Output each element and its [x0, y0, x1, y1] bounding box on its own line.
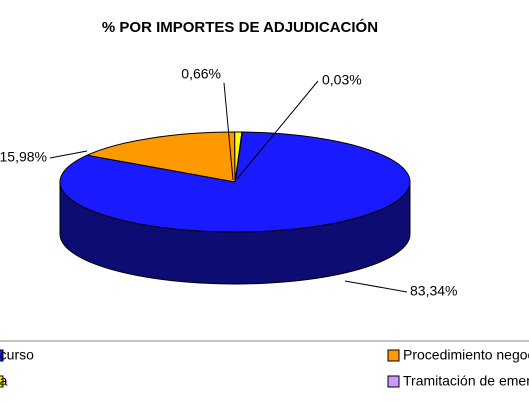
- pie-slice: [234, 131, 243, 183]
- legend-swatch: [387, 349, 400, 362]
- data-label: 83,34%: [410, 283, 457, 299]
- leader-line: [236, 80, 319, 180]
- legend-label: Procedimiento negociado: [403, 347, 529, 363]
- legend-label: Subasta: [0, 373, 8, 389]
- pie-slice: [85, 131, 236, 183]
- legend-swatch: [0, 349, 4, 362]
- leader-line: [49, 150, 88, 159]
- legend-label: Concurso: [0, 347, 34, 363]
- chart-title: % POR IMPORTES DE ADJUDICACIÓN: [102, 18, 378, 36]
- legend-label: Tramitación de emergencia: [403, 373, 529, 389]
- leader-line: [223, 82, 234, 181]
- legend-swatch: [0, 375, 4, 388]
- legend-swatch: [387, 375, 400, 388]
- data-label: 0,03%: [322, 72, 362, 88]
- leader-line: [344, 280, 408, 293]
- data-label: 0,66%: [181, 66, 221, 82]
- data-label: 15,98%: [0, 149, 47, 165]
